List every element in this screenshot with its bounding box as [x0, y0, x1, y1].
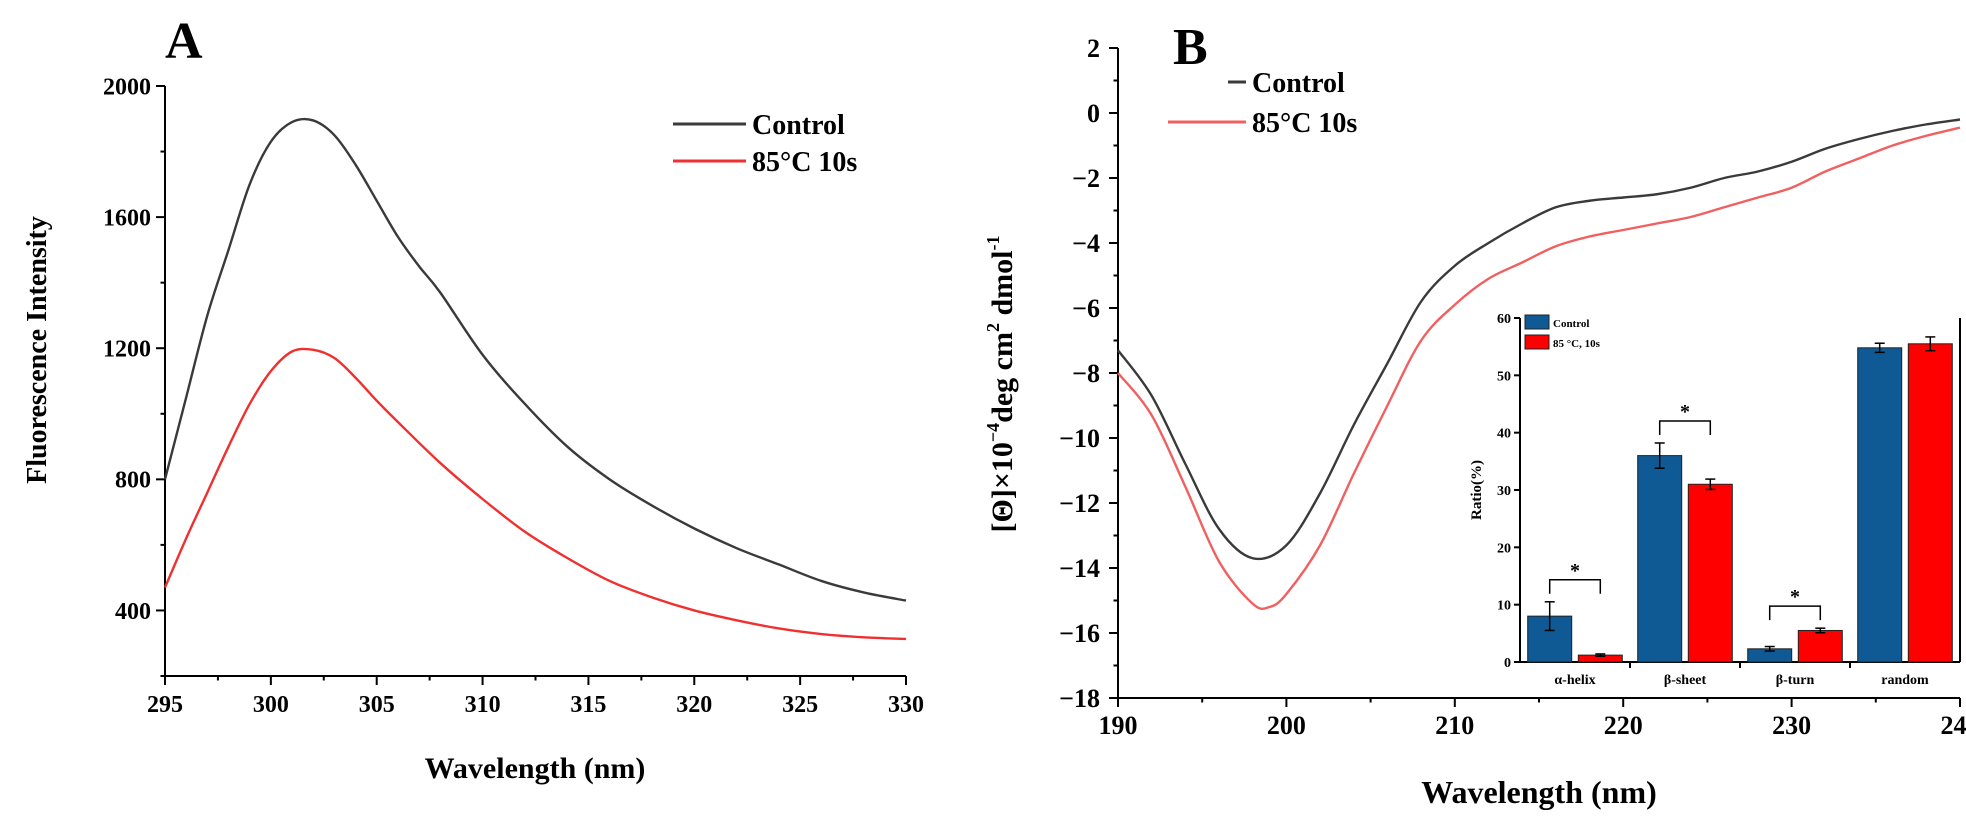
panel-a-legend: Control 85°C 10s: [673, 110, 857, 178]
panel-b-x-axis-title: Wavelength (nm): [1421, 774, 1657, 810]
inset-significance-bracket: [1548, 579, 1602, 594]
inset-y-tick-label: 10: [1497, 599, 1511, 614]
panel-a: A 295 300 305 310 315 320 325 330 400 800 1200 1600…: [22, 13, 924, 785]
panel-a-series-line-heated: [163, 347, 907, 641]
y-title-part-3: deg cm: [986, 332, 1019, 423]
inset-legend-label-control: Control: [1553, 318, 1589, 330]
panel-a-x-tick-label: 305: [359, 692, 395, 718]
panel-b-x-tick-label: 190: [1099, 711, 1138, 740]
panel-a-x-axis-title: Wavelength (nm): [425, 752, 646, 785]
y-title-part-5: dmol: [986, 250, 1019, 323]
inset-legend-swatch-control: [1524, 314, 1550, 330]
panel-b-x-tick-label: 240: [1941, 711, 1966, 740]
inset-bar-heated: [1907, 343, 1953, 663]
panel-a-y-axis-title: Fluorescence Intensity: [22, 216, 53, 484]
inset-significance-bracket: [1768, 605, 1822, 621]
panel-a-y-tick-label: 800: [115, 468, 151, 494]
inset-significance-star: *: [1680, 401, 1690, 423]
inset-significance: * * *: [1548, 401, 1822, 621]
inset-category-label: random: [1881, 673, 1929, 688]
panel-a-y-tick-label: 2000: [103, 74, 151, 100]
inset-significance-star: *: [1790, 586, 1800, 608]
inset-y-tick-label: 60: [1497, 312, 1511, 327]
inset-significance-star: *: [1570, 560, 1580, 582]
panel-b-legend-label-heated: 85°C 10s: [1252, 108, 1357, 139]
panel-b-y-tick-label: −4: [1072, 229, 1100, 258]
inset-y-axis-title: Ratio(%): [1469, 460, 1485, 520]
panel-b-x-tick-label: 230: [1772, 711, 1811, 740]
panel-a-x-tick-label: 300: [253, 692, 289, 718]
inset-y-tick-label: 40: [1497, 427, 1511, 442]
inset-y-tick-label: 0: [1504, 656, 1511, 671]
inset-legend-swatch-heated: [1524, 334, 1550, 350]
panel-b-y-tick-label: −16: [1059, 619, 1100, 648]
inset-ticks: 0 10 20 30 40 50 60 α-helix β-sheet β-turn random: [1497, 312, 1929, 688]
panel-b: B 19020021022023024020−2−4−6−8−10−12−14−…: [983, 19, 1966, 810]
panel-b-y-tick-label: −10: [1059, 424, 1100, 453]
panel-a-x-tick-label: 330: [888, 692, 924, 718]
inset-bar-control: [1637, 455, 1683, 663]
panel-a-x-tick-label: 320: [676, 692, 712, 718]
panel-b-y-axis-title: [Θ]×10−4deg cm2 dmol-1: [983, 235, 1019, 532]
panel-a-x-tick-label: 295: [147, 692, 183, 718]
panel-a-y-tick-label: 400: [115, 599, 151, 625]
y-title-part-2: −4: [983, 423, 1003, 442]
inset-bars: [1527, 336, 1953, 663]
panel-b-y-tick-label: 2: [1087, 34, 1100, 63]
inset-category-label: β-turn: [1776, 673, 1815, 688]
panel-b-series-line-control: [1117, 118, 1961, 561]
panel-b-x-tick-label: 210: [1435, 711, 1474, 740]
inset-significance-bracket: [1658, 420, 1712, 435]
panel-a-ticks: 295 300 305 310 315 320 325 330 400 800 1200 1600 20…: [103, 74, 924, 718]
inset-bar-control: [1857, 347, 1903, 663]
panel-b-letter: B: [1173, 19, 1208, 76]
inset-y-tick-label: 20: [1497, 541, 1511, 556]
panel-a-y-tick-label: 1200: [103, 337, 151, 363]
panel-a-legend-label-control: Control: [752, 110, 845, 141]
inset-y-tick-label: 30: [1497, 484, 1511, 499]
panel-b-y-tick-label: −2: [1072, 164, 1100, 193]
inset-y-tick-label: 50: [1497, 369, 1511, 384]
panel-b-y-tick-label: −18: [1059, 684, 1100, 713]
panel-b-y-tick-label: 0: [1087, 99, 1100, 128]
panel-a-series-line-control: [163, 117, 907, 602]
panel-b-x-tick-label: 200: [1267, 711, 1306, 740]
panel-a-x-tick-label: 310: [465, 692, 501, 718]
inset-legend-label-heated: 85 °C, 10s: [1553, 338, 1601, 350]
panel-b-y-tick-label: −6: [1072, 294, 1100, 323]
panel-a-x-tick-label: 315: [570, 692, 606, 718]
y-title-part-6: -1: [983, 235, 1003, 250]
inset-category-label: β-sheet: [1664, 673, 1707, 688]
panel-a-series: [163, 117, 907, 641]
panel-b-legend-label-control: Control: [1252, 68, 1345, 99]
inset-legend: Control 85 °C, 10s: [1524, 314, 1601, 350]
y-title-part-1: [Θ]×10: [986, 442, 1019, 532]
panel-b-x-tick-label: 220: [1604, 711, 1643, 740]
panel-b-y-tick-label: −14: [1059, 554, 1100, 583]
inset-bar-heated: [1797, 629, 1843, 663]
panel-b-series-line-heated: [1117, 126, 1961, 611]
panel-a-y-tick-label: 1600: [103, 206, 151, 232]
panel-b-y-tick-label: −8: [1072, 359, 1100, 388]
panel-b-legend: Control 85°C 10s: [1168, 68, 1357, 139]
panel-a-legend-label-heated: 85°C 10s: [752, 147, 857, 178]
inset-bar-heated: [1687, 483, 1733, 663]
y-title-part-4: 2: [983, 323, 1003, 332]
inset-category-label: α-helix: [1554, 673, 1595, 688]
panel-b-series: [1117, 118, 1961, 611]
panel-a-x-tick-label: 325: [782, 692, 818, 718]
panel-a-letter: A: [165, 13, 203, 70]
panel-b-ticks: 19020021022023024020−2−4−6−8−10−12−14−16…: [1059, 34, 1966, 740]
panel-b-y-tick-label: −12: [1059, 489, 1100, 518]
